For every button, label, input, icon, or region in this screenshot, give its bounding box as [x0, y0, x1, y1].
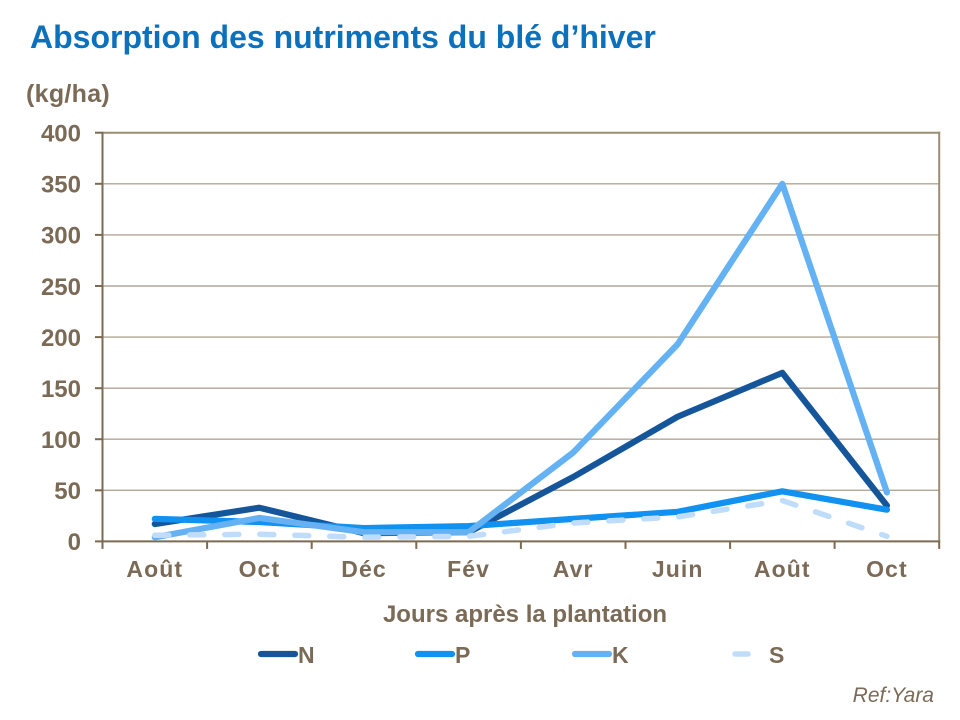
svg-text:Absorption des nutriments du b: Absorption des nutriments du blé d’hiver [30, 19, 656, 55]
svg-text:Août: Août [754, 556, 811, 582]
svg-text:Jours après la plantation: Jours après la plantation [383, 601, 667, 628]
svg-text:50: 50 [54, 478, 81, 505]
svg-text:P: P [455, 642, 470, 668]
svg-text:200: 200 [41, 325, 81, 352]
svg-text:Déc: Déc [341, 556, 387, 582]
svg-text:Août: Août [126, 556, 183, 582]
svg-text:Fév: Fév [447, 556, 490, 582]
svg-text:Oct: Oct [239, 556, 281, 582]
svg-text:100: 100 [41, 427, 81, 454]
svg-text:150: 150 [41, 376, 81, 403]
svg-text:250: 250 [41, 274, 81, 301]
svg-text:350: 350 [41, 172, 81, 199]
svg-text:S: S [769, 642, 784, 668]
svg-text:Avr: Avr [553, 556, 594, 582]
svg-text:400: 400 [41, 121, 81, 148]
svg-text:0: 0 [68, 529, 81, 556]
svg-text:Ref:Yara: Ref:Yara [853, 684, 934, 707]
svg-text:300: 300 [41, 223, 81, 250]
svg-text:N: N [298, 642, 315, 668]
svg-text:K: K [612, 642, 629, 668]
svg-text:(kg/ha): (kg/ha) [26, 80, 110, 108]
svg-text:Oct: Oct [866, 556, 908, 582]
svg-text:Juin: Juin [652, 556, 704, 582]
